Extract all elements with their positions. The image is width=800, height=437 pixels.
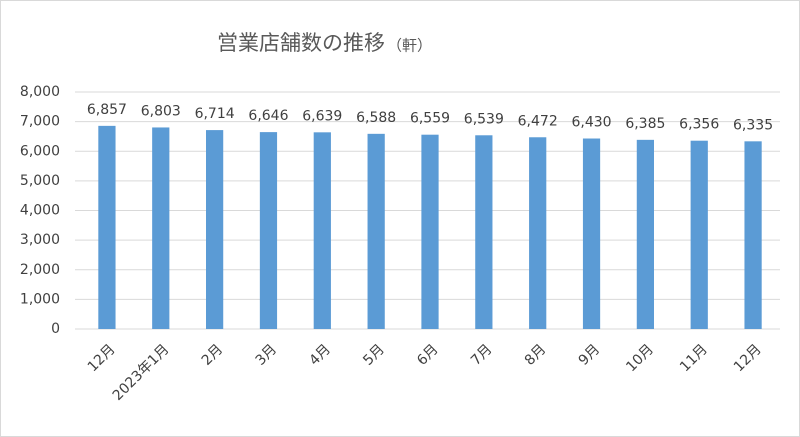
data-label: 6,539 (464, 111, 504, 127)
bar (313, 132, 331, 329)
bar (206, 130, 224, 329)
y-tick-label: 2,000 (20, 262, 60, 278)
y-tick-label: 4,000 (20, 203, 60, 219)
y-tick-label: 3,000 (20, 232, 60, 248)
bar (421, 134, 439, 329)
data-label: 6,335 (733, 117, 773, 133)
bar (98, 125, 116, 329)
y-tick-label: 1,000 (20, 291, 60, 307)
y-tick-label: 8,000 (20, 84, 60, 100)
data-label: 6,588 (356, 110, 396, 126)
data-label: 6,646 (248, 108, 288, 124)
data-label: 6,857 (87, 102, 127, 118)
bar (744, 141, 762, 329)
chart-unit: （軒） (387, 37, 432, 55)
bar (475, 135, 493, 329)
data-label: 6,472 (518, 113, 558, 129)
data-label: 6,714 (195, 106, 235, 122)
data-label: 6,385 (625, 116, 665, 132)
y-tick-label: 5,000 (20, 173, 60, 189)
data-label: 6,639 (302, 108, 342, 124)
data-label: 6,803 (141, 103, 181, 119)
data-label: 6,356 (679, 117, 719, 133)
bar (636, 139, 654, 329)
bar (690, 140, 708, 329)
y-tick-label: 0 (51, 321, 60, 337)
bar (367, 133, 385, 329)
y-tick-label: 6,000 (20, 143, 60, 159)
y-tick-label: 7,000 (20, 114, 60, 130)
bar (152, 127, 170, 330)
bar (529, 137, 547, 329)
bar (259, 132, 278, 329)
chart-title: 営業店舗数の推移 (217, 31, 385, 55)
data-label: 6,559 (410, 111, 450, 127)
data-label: 6,430 (571, 115, 611, 131)
bar (582, 138, 601, 329)
